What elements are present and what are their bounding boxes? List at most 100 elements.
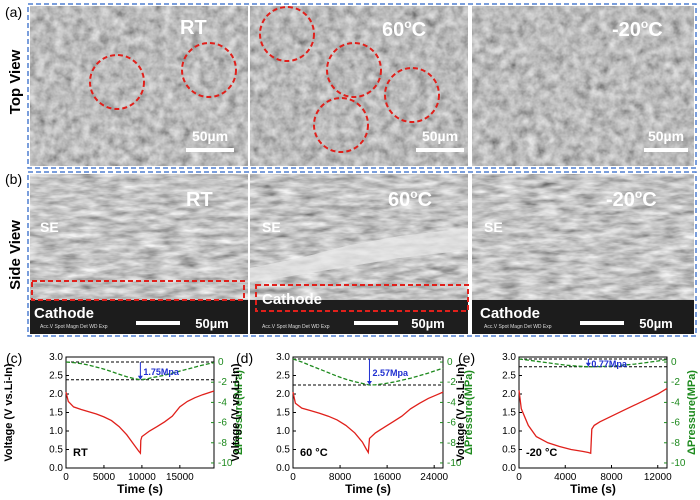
y-tick-label: 3.0 [502, 352, 516, 363]
y-tick-label: 2.5 [276, 371, 290, 382]
row-label-side-view: Side View [7, 220, 24, 290]
scale-bar [136, 321, 180, 325]
y-tick-label: 1.5 [49, 408, 63, 419]
y2-tick-label: -4 [671, 397, 680, 408]
voltage-series-line [292, 391, 444, 455]
y2-axis-title: ΔPressure(MPa) [233, 370, 245, 455]
x-axis-title: Time (s) [117, 482, 163, 496]
sem-info-text: Acc.V Spot Magn Det WD Exp [484, 324, 552, 330]
scale-bar-label: 50µm [195, 316, 229, 331]
panel-a-top-view: (a) RT 50µm 60oC 50µm -20oC [5, 3, 697, 169]
cathode-label: Cathode [34, 305, 94, 322]
x-tick-label: 0 [516, 472, 522, 483]
chart-c-rt: 0.0 0.5 1.0 1.5 2.0 2.5 3.0 0 -2 -4 -6 -8 -10 0 5000 10… [3, 352, 245, 496]
y-tick-label: 2.0 [276, 389, 290, 400]
y-tick-label: 2.0 [502, 389, 516, 400]
x-tick-label: 15000 [166, 472, 194, 483]
y2-tick-label: 0 [218, 357, 224, 368]
y2-tick-label: -6 [218, 418, 227, 429]
x-tick-label: 24000 [420, 472, 448, 483]
se-label: SE [262, 219, 281, 235]
x-axis-title: Time (s) [570, 482, 616, 496]
highlight-circle [313, 97, 369, 153]
condition-label: 60 °C [300, 447, 328, 459]
annotation-label: 1.75Mpa [143, 367, 180, 377]
panel-label-d: (d) [236, 350, 253, 366]
x-tick-label: 5000 [93, 472, 116, 483]
y2-tick-label: 0 [447, 357, 453, 368]
cathode-layer [30, 300, 248, 334]
y-tick-label: 0.0 [276, 463, 290, 474]
sem-image-top-rt: RT 50µm [30, 6, 248, 166]
y-axis-title: Voltage (V vs.Li-In) [455, 363, 467, 462]
y2-tick-label: -2 [671, 377, 680, 388]
y-axis-title: Voltage (V vs.Li-In) [3, 363, 15, 462]
voltage-series-line [65, 390, 215, 455]
y2-tick-label: -2 [218, 377, 227, 388]
cathode-layer [472, 300, 694, 334]
y-tick-label: 3.0 [49, 352, 63, 363]
y2-axis-title: ΔPressure(MPa) [463, 370, 475, 455]
pressure-series-line [518, 358, 668, 368]
x-tick-label: 16000 [373, 472, 401, 483]
highlight-circle [181, 42, 237, 98]
y2-tick-label: -6 [447, 418, 456, 429]
annotation-label: 2.57Mpa [372, 368, 409, 378]
pressure-series-line [292, 358, 444, 386]
se-label: SE [40, 219, 59, 235]
x-axis-title: Time (s) [345, 482, 391, 496]
scale-bar-label: 50µm [648, 128, 684, 144]
y2-axis-title: ΔPressure(MPa) [686, 370, 698, 455]
sem-image-side-minus20c: -20oC SE Cathode Acc.V Spot Magn Det WD … [472, 174, 694, 334]
y-tick-label: 1.5 [276, 408, 290, 419]
y2-tick-label: -4 [447, 397, 456, 408]
y-tick-label: 0.5 [276, 445, 290, 456]
annotation-arrowhead [585, 362, 591, 367]
sem-image-side-60c: 60oC SE Cathode Acc.V Spot Magn Det WD E… [250, 174, 469, 334]
y2-tick-label: -8 [671, 438, 680, 449]
row-label-top-view: Top View [7, 49, 24, 114]
y-tick-label: 0.5 [49, 445, 63, 456]
pressure-series-line [65, 361, 215, 381]
cathode-highlight [31, 280, 245, 301]
temp-label: 60oC [388, 187, 432, 211]
y-tick-label: 1.0 [276, 426, 290, 437]
temp-label: RT [186, 189, 213, 211]
y-tick-label: 1.5 [502, 408, 516, 419]
y-tick-label: 2.5 [49, 371, 63, 382]
cathode-label: Cathode [480, 305, 540, 322]
y2-tick-label: -8 [447, 438, 456, 449]
bright-crack-band [250, 228, 468, 282]
highlight-circle [384, 67, 440, 123]
panel-label-c: (c) [6, 350, 22, 366]
sem-image-top-minus20c: -20oC 50µm [472, 6, 694, 166]
y-axis-title: Voltage (V vs.Li-In) [230, 363, 242, 462]
highlight-circle [89, 54, 145, 110]
scale-bar [416, 148, 464, 152]
y2-tick-label: -10 [218, 458, 233, 469]
y-tick-label: 0.5 [502, 445, 516, 456]
highlight-circle [259, 6, 315, 62]
scale-bar-label: 50µm [422, 128, 458, 144]
chart-e-minus20c: 0.0 0.5 1.0 1.5 2.0 2.5 3.0 0 -2 -4 -6 -8 -10 0 4000 80… [455, 352, 698, 496]
y2-tick-label: -10 [671, 458, 686, 469]
cathode-highlight [255, 284, 469, 312]
scale-bar [354, 321, 398, 325]
y-tick-label: 0.0 [49, 463, 63, 474]
sem-info-text: Acc.V Spot Magn Det WD Exp [262, 324, 330, 330]
annotation-label: 0.77Mpa [591, 359, 628, 369]
y-tick-label: 2.5 [502, 371, 516, 382]
y2-tick-label: -10 [447, 458, 462, 469]
highlight-circle [326, 42, 382, 98]
scale-bar [186, 148, 234, 152]
y-tick-label: 2.0 [49, 389, 63, 400]
voltage-series-line [518, 387, 668, 455]
y-tick-label: 1.0 [49, 426, 63, 437]
x-tick-label: 10000 [128, 472, 156, 483]
temp-label: -20oC [612, 17, 663, 41]
y-tick-label: 1.0 [502, 426, 516, 437]
temp-label: RT [180, 17, 207, 39]
temp-label: -20oC [606, 187, 657, 211]
x-tick-label: 8000 [600, 472, 623, 483]
sem-info-text: Acc.V Spot Magn Det WD Exp [40, 324, 108, 330]
